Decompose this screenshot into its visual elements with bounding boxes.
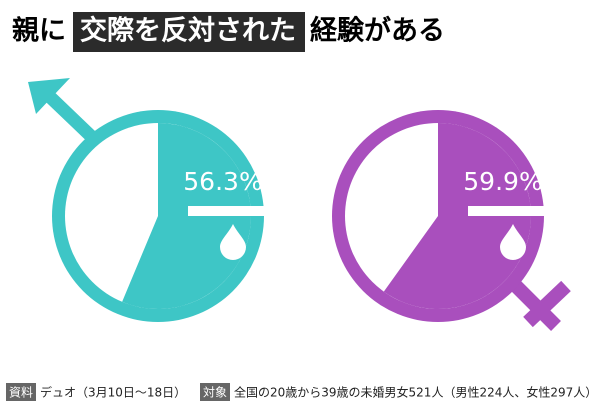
footer-text: デュオ（3月10日～18日） <box>40 385 186 400</box>
title-start: 親に <box>12 16 66 47</box>
label-bar <box>188 206 264 216</box>
title-end: 経験がある <box>310 15 445 47</box>
footer-label-box <box>200 383 230 401</box>
footer-label: 資料 <box>9 386 33 400</box>
title-highlight: 交際を反対された <box>80 15 296 47</box>
footer-label-box <box>6 383 36 401</box>
value-label: 56.3% <box>183 167 262 196</box>
footer-label: 対象 <box>203 386 227 400</box>
footer-text: 全国の20歳から39歳の未婚男女521人（男性224人、女性297人） <box>234 385 597 400</box>
drop-icon <box>500 224 526 260</box>
female-symbol <box>511 280 571 331</box>
value-label: 59.9% <box>463 167 542 196</box>
male-symbol <box>28 78 100 145</box>
drop-icon <box>220 224 246 260</box>
label-bar <box>468 206 544 216</box>
pie-slice <box>122 123 252 309</box>
title-highlight-box <box>73 12 305 52</box>
pie-slice <box>383 123 531 310</box>
